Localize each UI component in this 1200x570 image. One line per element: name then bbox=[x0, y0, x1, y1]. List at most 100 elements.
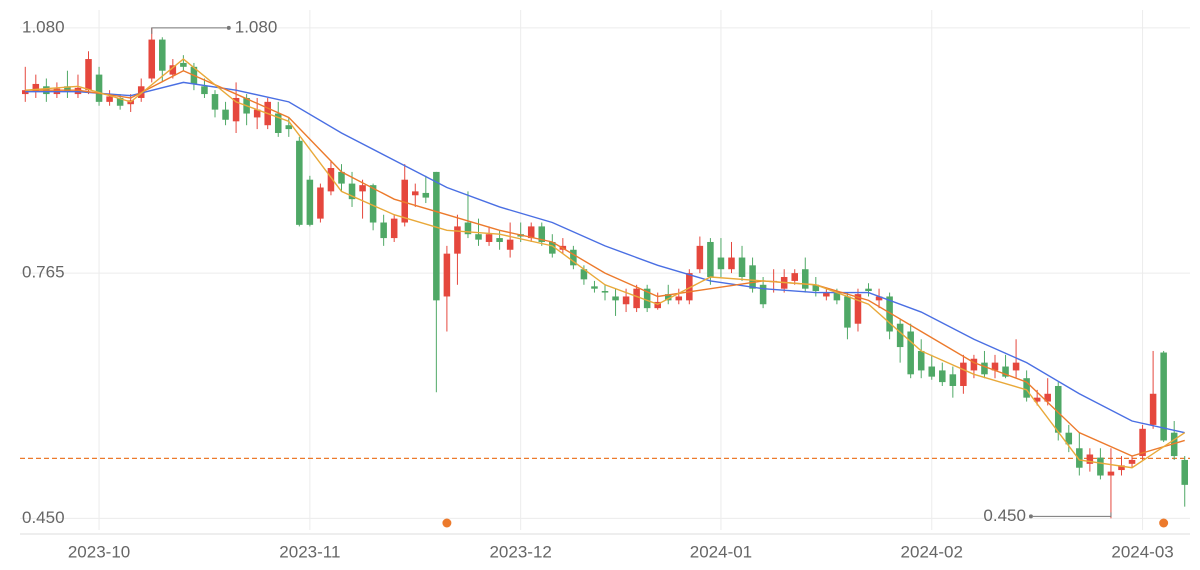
candle-body bbox=[338, 171, 345, 184]
max-leader bbox=[151, 27, 227, 34]
candle-body bbox=[506, 239, 514, 250]
x-tick-label: 2023-11 bbox=[279, 542, 340, 561]
min-leader bbox=[1032, 512, 1112, 517]
x-tick-label: 2024-01 bbox=[690, 542, 752, 561]
candle-body bbox=[1065, 432, 1073, 445]
candle-body bbox=[74, 87, 82, 95]
candle-body bbox=[116, 97, 124, 106]
candle-body bbox=[433, 171, 440, 301]
candle-body bbox=[823, 292, 830, 297]
candle-body bbox=[1002, 366, 1009, 377]
candle-body bbox=[253, 109, 261, 118]
candle-body bbox=[633, 288, 640, 309]
candle-body bbox=[443, 253, 451, 297]
ma-line bbox=[25, 81, 1185, 434]
candle-body bbox=[791, 273, 798, 281]
candle-body bbox=[348, 183, 356, 200]
y-tick-label: 0.765 bbox=[22, 263, 65, 282]
candle-body bbox=[401, 179, 408, 223]
candle-body bbox=[1097, 457, 1104, 476]
candle-body bbox=[317, 187, 324, 219]
candle-body bbox=[222, 109, 229, 120]
candle-body bbox=[1086, 454, 1094, 464]
candle-body bbox=[359, 185, 366, 192]
candle-body bbox=[306, 179, 314, 225]
candle-body bbox=[580, 269, 588, 280]
signal-dot bbox=[1159, 518, 1169, 528]
candle-body bbox=[201, 86, 208, 95]
candle-body bbox=[1149, 393, 1157, 425]
ma-line bbox=[25, 69, 1185, 457]
max-label: 1.080 bbox=[235, 17, 278, 36]
candle-body bbox=[812, 284, 820, 292]
y-tick-label: 1.080 bbox=[22, 17, 65, 36]
candle-body bbox=[728, 257, 735, 270]
candle-body bbox=[169, 65, 177, 75]
candle-body bbox=[527, 226, 535, 239]
candle-body bbox=[749, 265, 756, 289]
candle-body bbox=[475, 234, 482, 240]
candle-body bbox=[369, 185, 377, 223]
candle-body bbox=[875, 296, 883, 301]
candle-body bbox=[454, 226, 461, 254]
candle-body bbox=[738, 257, 746, 278]
candle-body bbox=[285, 125, 293, 130]
candle-body bbox=[970, 358, 978, 371]
y-tick-label: 0.450 bbox=[22, 508, 65, 527]
candle-body bbox=[538, 226, 546, 242]
candle-body bbox=[991, 362, 999, 371]
candle-body bbox=[686, 273, 693, 301]
candle-body bbox=[643, 288, 651, 309]
candle-body bbox=[622, 296, 630, 305]
candle-body bbox=[1054, 385, 1062, 433]
candle-body bbox=[274, 113, 282, 133]
candle-body bbox=[180, 62, 187, 67]
candle-body bbox=[1012, 362, 1020, 371]
candle-body bbox=[32, 83, 40, 92]
candle-body bbox=[886, 296, 893, 332]
ma-line bbox=[25, 58, 1186, 469]
x-tick-label: 2024-03 bbox=[1111, 542, 1173, 561]
candle-body bbox=[549, 241, 556, 254]
candle-body bbox=[696, 245, 704, 270]
x-tick-label: 2024-02 bbox=[901, 542, 963, 561]
candle-body bbox=[949, 374, 957, 386]
candle-body bbox=[1139, 428, 1146, 457]
candle-body bbox=[485, 234, 493, 242]
candle-body bbox=[907, 331, 914, 375]
candle-body bbox=[675, 296, 683, 301]
candle-body bbox=[1076, 448, 1083, 468]
candle-body bbox=[664, 294, 672, 301]
candle-body bbox=[1033, 397, 1041, 402]
candle-body bbox=[917, 350, 925, 371]
min-label: 0.450 bbox=[983, 506, 1026, 525]
candle-body bbox=[717, 257, 725, 270]
candle-body bbox=[939, 370, 946, 383]
candle-body bbox=[854, 294, 862, 324]
candle-body bbox=[654, 301, 661, 309]
candle-body bbox=[844, 296, 851, 328]
candle-body bbox=[412, 191, 419, 196]
candle-body bbox=[390, 218, 398, 239]
candle-body bbox=[106, 96, 113, 102]
candle-body bbox=[802, 269, 809, 289]
candle-body bbox=[64, 86, 71, 92]
candle-body bbox=[1170, 432, 1178, 457]
candle-body bbox=[928, 366, 936, 377]
candle-body bbox=[1044, 393, 1051, 402]
candle-body bbox=[1107, 471, 1115, 476]
candle-body bbox=[1160, 352, 1167, 441]
candle-body bbox=[591, 286, 598, 289]
candle-body bbox=[380, 222, 387, 239]
candle-body bbox=[95, 74, 103, 102]
x-tick-label: 2023-10 bbox=[68, 542, 130, 561]
candle-body bbox=[422, 192, 430, 198]
candle-body bbox=[601, 291, 609, 293]
candle-body bbox=[833, 292, 841, 301]
candle-body bbox=[211, 94, 219, 110]
candle-body bbox=[981, 362, 988, 375]
max-dot bbox=[226, 25, 231, 30]
x-tick-label: 2023-12 bbox=[489, 542, 551, 561]
candle-body bbox=[232, 97, 240, 122]
candle-body bbox=[612, 296, 619, 301]
